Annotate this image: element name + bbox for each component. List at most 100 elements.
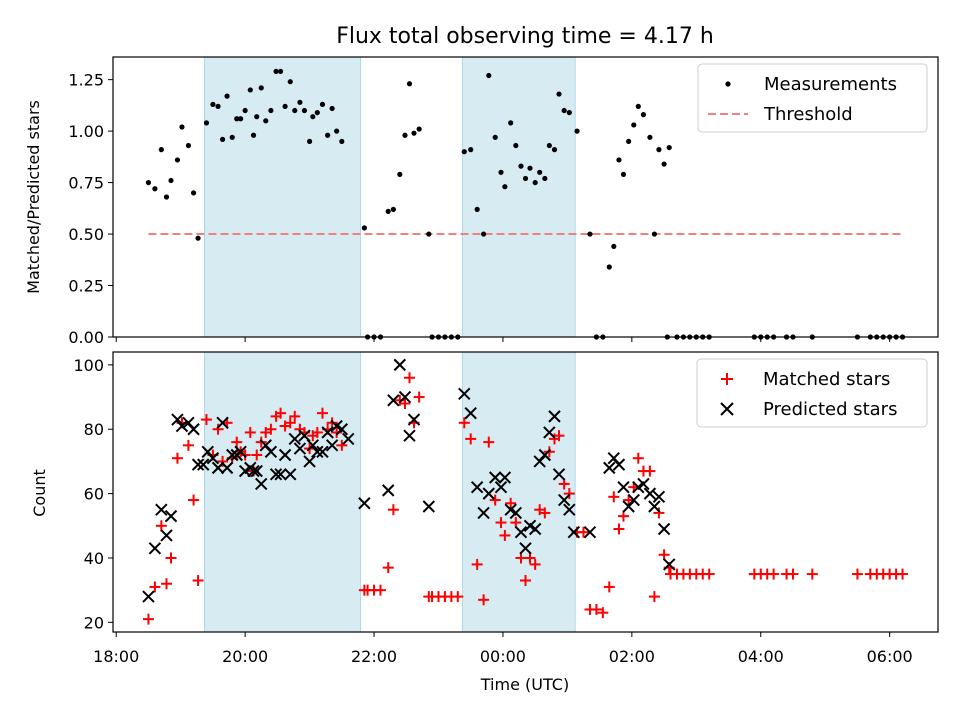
predicted-star-point — [187, 423, 200, 436]
predicted-star-point — [226, 448, 239, 462]
legend-matched-marker — [721, 373, 733, 385]
predicted-star-point — [216, 416, 229, 430]
bottom-y-tick-label: 100 — [73, 356, 104, 375]
measurement-point — [651, 231, 658, 237]
predicted-star-point — [498, 471, 512, 484]
predicted-star-point — [552, 468, 566, 481]
matched-star-point — [399, 397, 411, 409]
measurement-point — [461, 149, 467, 155]
predicted-star-point — [303, 455, 316, 468]
measurement-point — [258, 85, 264, 91]
matched-star-point — [603, 581, 615, 593]
predicted-star-point — [142, 590, 155, 603]
matched-star-point — [648, 591, 660, 603]
bottom-legend: Matched stars Predicted stars — [696, 358, 928, 428]
measurement-point — [656, 147, 662, 153]
predicted-star-point — [470, 480, 484, 494]
predicted-star-point — [617, 480, 630, 494]
measurement-point — [587, 231, 593, 237]
measurement-point — [666, 144, 672, 151]
predicted-star-point — [387, 394, 400, 407]
x-tick-label: 00:00 — [480, 647, 526, 666]
shaded-interval — [204, 351, 361, 633]
measurement-point — [635, 103, 641, 110]
matched-star-point — [768, 568, 780, 580]
measurement-point — [486, 72, 492, 79]
predicted-star-point — [325, 439, 339, 452]
matched-star-point — [171, 452, 183, 464]
measurement-point — [314, 109, 320, 116]
predicted-star-point — [175, 419, 189, 433]
matched-star-point — [336, 439, 348, 451]
measurement-point — [616, 157, 622, 163]
matched-star-point — [597, 607, 609, 619]
measurement-point — [406, 81, 413, 87]
predicted-star-point — [164, 509, 178, 523]
predicted-star-point — [220, 461, 234, 475]
predicted-star-point — [148, 542, 162, 555]
measurement-point — [546, 142, 552, 149]
matched-star-point — [465, 433, 477, 445]
predicted-star-point — [191, 458, 205, 471]
matched-star-point — [316, 407, 328, 419]
measurement-point — [174, 157, 181, 163]
shaded-interval — [461, 56, 576, 338]
measurement-point — [361, 225, 367, 231]
matched-star-point — [529, 558, 541, 570]
measurement-point — [474, 206, 480, 212]
bottom-x-ticks: 18:00 20:00 22:00 00:00 02:00 04:00 06:00 — [93, 632, 913, 666]
predicted-star-point — [171, 413, 184, 426]
matched-star-point — [806, 568, 818, 580]
matched-star-point — [851, 568, 863, 580]
bottom-y-tick-label: 40 — [84, 549, 104, 568]
measurement-point — [522, 175, 529, 182]
matched-star-point — [644, 465, 656, 477]
matched-star-point — [478, 594, 490, 606]
predicted-star-point — [250, 464, 263, 478]
matched-star-point — [251, 449, 263, 461]
predicted-star-point — [528, 522, 542, 536]
bottom-y-axis-label: Count — [30, 469, 49, 517]
matched-star-point — [165, 552, 177, 564]
measurement-point — [310, 114, 316, 120]
predicted-star-point — [321, 426, 334, 439]
measurement-point — [492, 134, 498, 140]
matched-star-point — [563, 488, 575, 500]
top-y-tick-label: 0.75 — [68, 174, 104, 193]
matched-star-point — [217, 455, 229, 467]
top-panel: Flux total observing time = 4.17 h 0.000… — [24, 24, 939, 347]
predicted-star-point — [247, 464, 260, 478]
measurement-point — [292, 107, 298, 114]
top-x-ticks — [115, 337, 891, 342]
predicted-star-point — [557, 493, 571, 507]
measurement-point — [268, 107, 274, 114]
matched-star-point — [289, 410, 301, 422]
predicted-star-point — [393, 358, 407, 372]
predicted-star-point — [274, 468, 287, 481]
measurement-point — [574, 128, 580, 134]
measurement-point — [537, 169, 543, 175]
measurement-point — [168, 177, 174, 184]
measurement-point — [498, 169, 504, 175]
measurement-point — [203, 120, 210, 126]
matched-star-point — [188, 494, 200, 506]
bottom-y-tick-label: 80 — [84, 420, 104, 439]
bottom-y-tick-label: 60 — [84, 485, 104, 504]
predicted-star-point — [335, 423, 349, 436]
legend-measurements-label: Measurements — [764, 74, 897, 95]
measurement-point — [163, 194, 170, 200]
measurement-point — [329, 105, 335, 112]
predicted-star-point — [407, 413, 421, 426]
x-tick-label: 06:00 — [867, 647, 913, 666]
matched-star-point — [212, 423, 224, 435]
matched-star-point — [558, 478, 570, 490]
predicted-star-point — [255, 477, 268, 491]
matched-star-point — [182, 439, 194, 451]
predicted-star-point — [155, 503, 168, 516]
predicted-star-point — [583, 526, 597, 539]
measurement-point — [508, 120, 514, 126]
top-y-tick-label: 1.25 — [68, 71, 104, 90]
measurement-point — [185, 142, 192, 149]
predicted-star-point — [458, 387, 471, 401]
predicted-star-point — [284, 468, 297, 481]
